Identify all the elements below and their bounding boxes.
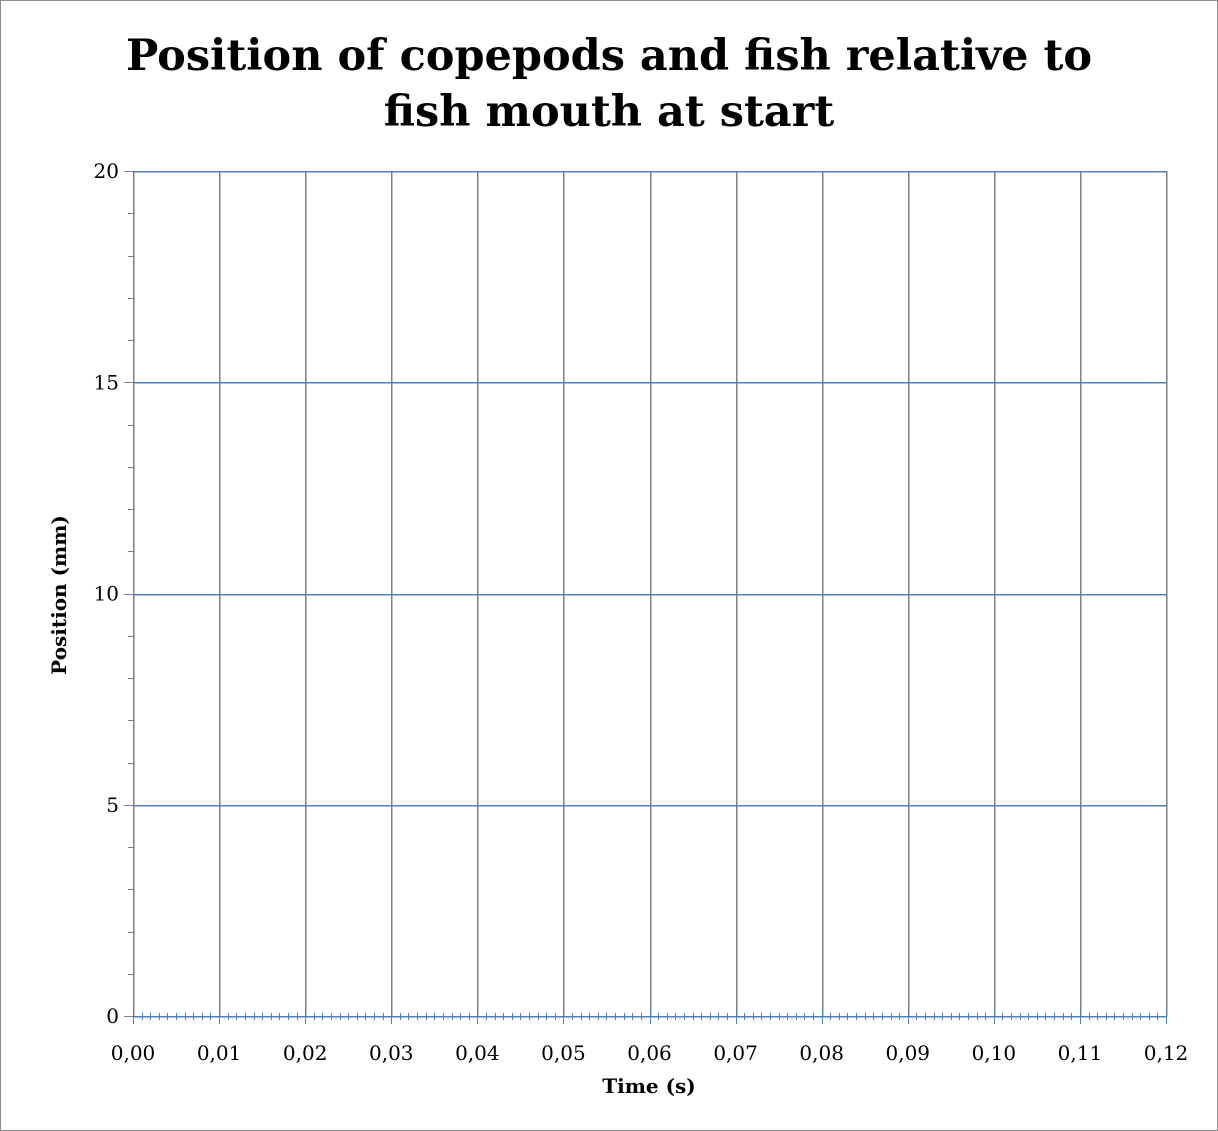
y-tick-label: 10 xyxy=(94,582,119,606)
x-tick-label: 0,01 xyxy=(197,1041,242,1065)
x-tick-label: 0,10 xyxy=(972,1041,1017,1065)
chart-title: Position of copepods and fish relative t… xyxy=(0,28,1218,140)
x-tick-label: 0,08 xyxy=(799,1041,844,1065)
x-tick-label: 0,09 xyxy=(885,1041,930,1065)
x-tick-label: 0,12 xyxy=(1144,1041,1189,1065)
x-tick-label: 0,07 xyxy=(713,1041,758,1065)
x-tick-label: 0,00 xyxy=(111,1041,156,1065)
x-axis-title: Time (s) xyxy=(602,1074,696,1098)
gridlines xyxy=(133,170,1168,1016)
x-tick-label: 0,11 xyxy=(1058,1041,1103,1065)
x-tick-label: 0,02 xyxy=(283,1041,328,1065)
y-tick-label: 15 xyxy=(94,370,119,394)
y-tick-label: 20 xyxy=(94,159,119,183)
x-tick-label: 0,05 xyxy=(541,1041,586,1065)
y-tick-label: 5 xyxy=(106,793,119,817)
x-tick-label: 0,04 xyxy=(455,1041,500,1065)
x-tick-label: 0,06 xyxy=(627,1041,672,1065)
chart-title-line-2: fish mouth at start xyxy=(383,87,835,137)
tick-labels: 0 5 10 15 20 0,00 0,01 0,02 0,03 0,04 0,05 0,06 0,07… xyxy=(94,159,1189,1065)
y-axis-title: Position (mm) xyxy=(47,515,71,675)
axes xyxy=(124,171,1167,1024)
chart-title-line-1: Position of copepods and fish relative t… xyxy=(125,31,1093,81)
x-tick-label: 0,03 xyxy=(369,1041,414,1065)
y-tick-label: 0 xyxy=(106,1004,119,1028)
